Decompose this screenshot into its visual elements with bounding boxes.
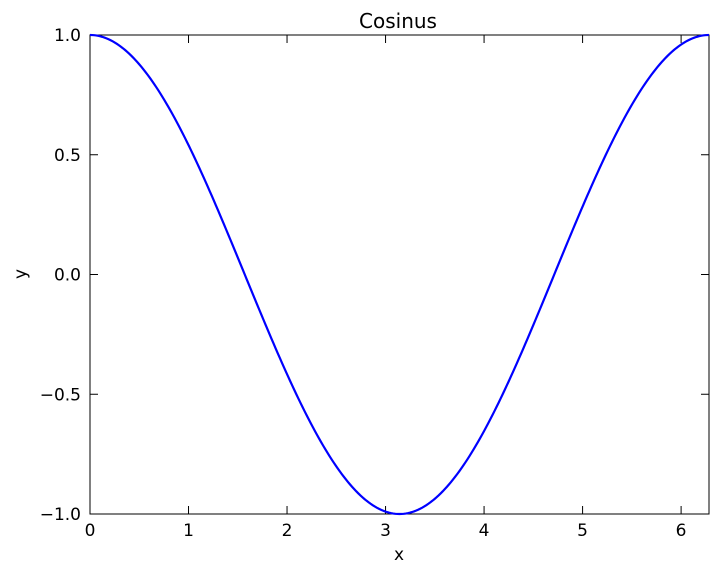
chart-title: Cosinus — [359, 9, 437, 33]
y-tick-label: −0.5 — [40, 385, 81, 405]
y-axis-label: y — [11, 269, 31, 279]
y-tick-label: 0.0 — [54, 266, 81, 286]
x-tick-label: 3 — [380, 521, 391, 541]
x-tick-label: 2 — [282, 521, 293, 541]
y-tick-label: 0.5 — [54, 146, 81, 166]
cosine-line — [89, 33, 710, 516]
x-ticks: 0 1 2 3 4 5 6 — [85, 35, 687, 541]
y-tick-label: 1.0 — [54, 26, 81, 46]
x-tick-label: 4 — [479, 521, 490, 541]
x-tick-label: 6 — [676, 521, 687, 541]
x-tick-label: 5 — [577, 521, 588, 541]
y-tick-label: −1.0 — [40, 505, 81, 525]
x-tick-label: 0 — [85, 521, 96, 541]
x-tick-label: 1 — [183, 521, 194, 541]
y-ticks: −1.0 −0.5 0.0 0.5 1.0 — [40, 26, 709, 525]
x-axis-label: x — [394, 545, 404, 565]
